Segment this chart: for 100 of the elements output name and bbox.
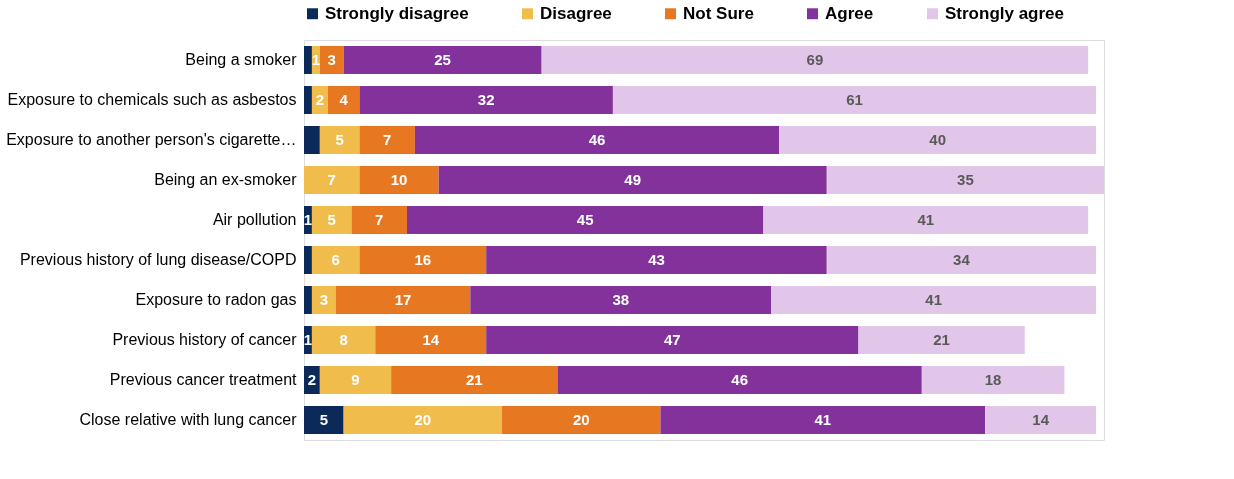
bar bbox=[319, 46, 344, 74]
bar bbox=[486, 246, 827, 274]
data-label: 2 bbox=[315, 91, 325, 108]
bar bbox=[359, 246, 487, 274]
data-label: 18 bbox=[984, 371, 1002, 388]
data-label: 21 bbox=[465, 371, 483, 388]
legend-label: Strongly agree bbox=[945, 3, 1065, 23]
bar bbox=[335, 286, 471, 314]
data-label: 61 bbox=[846, 91, 863, 108]
y-tick-label: Exposure to another person's cigarette… bbox=[6, 131, 297, 148]
data-label: 6 bbox=[331, 251, 340, 268]
bar bbox=[391, 366, 558, 394]
legend-label: Agree bbox=[825, 3, 874, 23]
bar bbox=[359, 86, 613, 114]
data-label: 3 bbox=[327, 51, 336, 68]
data-label: 1 bbox=[311, 51, 321, 68]
bar bbox=[304, 286, 312, 314]
data-label: 10 bbox=[390, 171, 408, 188]
data-label: 16 bbox=[414, 251, 432, 268]
data-label: 3 bbox=[319, 291, 328, 308]
data-label: 41 bbox=[814, 411, 832, 428]
y-tick-label: Previous history of lung disease/COPD bbox=[19, 251, 297, 268]
data-label: 43 bbox=[648, 251, 665, 268]
bar bbox=[304, 126, 320, 154]
bar bbox=[304, 86, 312, 114]
bar bbox=[375, 326, 487, 354]
bar bbox=[826, 166, 1104, 194]
bar bbox=[311, 286, 336, 314]
legend-label: Disagree bbox=[540, 3, 612, 23]
bar bbox=[343, 46, 542, 74]
legend-label: Not Sure bbox=[683, 3, 754, 23]
data-label: 46 bbox=[731, 371, 748, 388]
y-tick-label: Exposure to radon gas bbox=[135, 291, 297, 308]
data-label: 7 bbox=[375, 211, 384, 228]
data-label: 2 bbox=[307, 371, 317, 388]
y-tick-label: Air pollution bbox=[212, 211, 297, 228]
bar bbox=[319, 126, 360, 154]
data-label: 5 bbox=[327, 211, 336, 228]
bar bbox=[763, 206, 1089, 234]
data-label: 40 bbox=[929, 131, 947, 148]
data-label: 9 bbox=[351, 371, 360, 388]
bar bbox=[486, 326, 859, 354]
bar bbox=[311, 206, 352, 234]
data-label: 8 bbox=[339, 331, 348, 348]
bar bbox=[921, 366, 1065, 394]
data-label: 45 bbox=[576, 211, 594, 228]
data-label: 41 bbox=[925, 291, 943, 308]
y-tick-label: Previous history of cancer bbox=[112, 331, 298, 348]
bar bbox=[343, 406, 503, 434]
bar bbox=[826, 246, 1097, 274]
data-label: 5 bbox=[319, 411, 328, 428]
y-tick-label: Being an ex-smoker bbox=[154, 171, 298, 188]
y-tick-label: Being a smoker bbox=[185, 51, 298, 68]
data-label: 5 bbox=[335, 131, 344, 148]
y-tick-label: Close relative with lung cancer bbox=[79, 411, 298, 428]
bar bbox=[470, 286, 772, 314]
bar bbox=[351, 206, 407, 234]
bar bbox=[985, 406, 1097, 434]
data-label: 17 bbox=[394, 291, 412, 308]
bar bbox=[311, 326, 376, 354]
bar bbox=[414, 126, 780, 154]
data-label: 21 bbox=[933, 331, 950, 348]
bar bbox=[438, 166, 827, 194]
data-label: 34 bbox=[953, 251, 971, 268]
data-label: 20 bbox=[572, 411, 590, 428]
y-tick-label: Exposure to chemicals such as asbestos bbox=[7, 91, 297, 108]
bar bbox=[502, 406, 661, 434]
bar bbox=[541, 46, 1089, 74]
data-label: 14 bbox=[422, 331, 440, 348]
data-label: 1 bbox=[303, 211, 313, 228]
data-label: 46 bbox=[588, 131, 606, 148]
bar bbox=[612, 86, 1097, 114]
data-label: 7 bbox=[383, 131, 392, 148]
data-label: 38 bbox=[612, 291, 630, 308]
bar bbox=[327, 86, 360, 114]
data-label: 41 bbox=[917, 211, 935, 228]
bar bbox=[557, 366, 922, 394]
bar bbox=[304, 246, 312, 274]
bar bbox=[858, 326, 1025, 354]
bar bbox=[359, 166, 439, 194]
bar bbox=[304, 406, 344, 434]
data-label: 49 bbox=[624, 171, 642, 188]
data-label: 1 bbox=[303, 331, 313, 348]
data-label: 32 bbox=[477, 91, 495, 108]
bar bbox=[771, 286, 1097, 314]
data-label: 4 bbox=[339, 91, 349, 108]
bar bbox=[779, 126, 1097, 154]
data-label: 7 bbox=[327, 171, 336, 188]
bar bbox=[660, 406, 986, 434]
data-label: 47 bbox=[663, 331, 681, 348]
bar bbox=[406, 206, 764, 234]
data-label: 35 bbox=[957, 171, 974, 188]
data-label: 20 bbox=[414, 411, 432, 428]
bar bbox=[319, 366, 392, 394]
y-tick-label: Previous cancer treatment bbox=[109, 371, 298, 388]
data-label: 69 bbox=[806, 51, 824, 68]
bar bbox=[359, 126, 415, 154]
data-label: 25 bbox=[434, 51, 451, 68]
bar bbox=[311, 246, 360, 274]
legend-label: Strongly disagree bbox=[325, 3, 469, 23]
